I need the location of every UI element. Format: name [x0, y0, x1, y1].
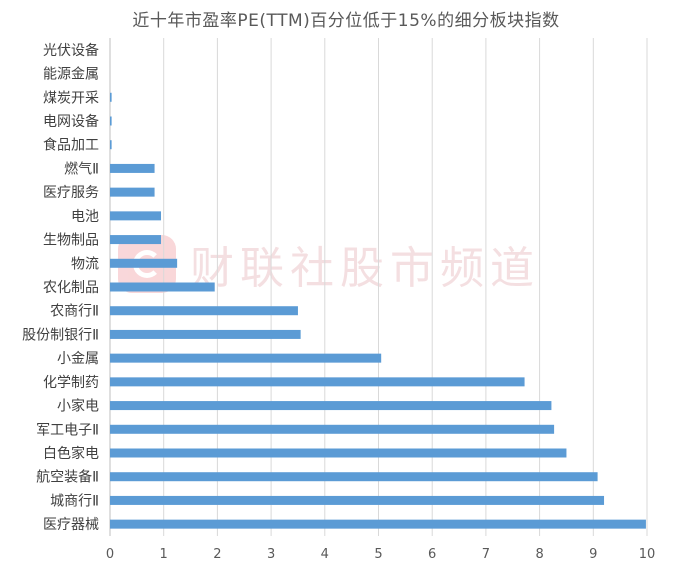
category-label: 白色家电 — [43, 445, 99, 462]
bar — [110, 211, 162, 221]
x-tick-label: 0 — [106, 547, 114, 562]
category-label: 小家电 — [57, 398, 99, 415]
bar — [110, 401, 552, 411]
x-tick-label: 5 — [374, 547, 382, 562]
category-label: 农商行Ⅱ — [50, 304, 99, 320]
bar — [110, 448, 567, 458]
bar — [110, 519, 646, 529]
category-label: 医疗器械 — [43, 517, 99, 533]
category-label: 煤炭开采 — [43, 90, 99, 106]
category-label: 电网设备 — [43, 113, 99, 130]
bar — [110, 377, 525, 387]
bar — [110, 306, 298, 316]
bar — [110, 140, 112, 150]
bar — [110, 92, 112, 102]
bar — [110, 235, 162, 245]
category-label: 农化制品 — [43, 280, 99, 296]
chart-title: 近十年市盈率PE(TTM)百分位低于15%的细分板块指数 — [132, 11, 560, 31]
bar — [110, 187, 155, 197]
category-label: 光伏设备 — [43, 42, 99, 59]
bar — [110, 472, 598, 482]
category-label: 食品加工 — [43, 137, 99, 154]
category-label: 小金属 — [57, 351, 99, 367]
category-label: 能源金属 — [43, 67, 99, 83]
x-tick-label: 8 — [535, 547, 543, 562]
x-tick-label: 4 — [321, 547, 329, 562]
category-label: 物流 — [71, 256, 99, 272]
watermark-text: 财联社股市频道 — [190, 243, 540, 294]
bar — [110, 424, 555, 434]
x-tick-label: 7 — [482, 547, 490, 562]
x-tick-label: 10 — [639, 547, 656, 562]
bar — [110, 495, 605, 505]
bar — [110, 116, 112, 126]
category-label: 军工电子Ⅱ — [36, 422, 99, 438]
x-tick-label: 3 — [267, 547, 275, 562]
category-label: 化学制药 — [43, 375, 99, 391]
bar — [110, 353, 382, 363]
bar — [110, 329, 301, 339]
bar — [110, 282, 215, 292]
category-label: 城商行Ⅱ — [50, 493, 99, 509]
category-label: 股份制银行Ⅱ — [22, 327, 99, 343]
x-tick-label: 9 — [589, 547, 597, 562]
category-label: 航空装备Ⅱ — [36, 469, 99, 486]
category-label: 燃气Ⅱ — [64, 160, 99, 177]
x-tick-label: 6 — [428, 547, 436, 562]
category-label: 医疗服务 — [43, 185, 99, 201]
x-tick-label: 1 — [160, 547, 168, 562]
bar — [110, 163, 155, 173]
category-label: 生物制品 — [43, 233, 99, 249]
x-tick-label: 2 — [213, 547, 221, 562]
category-label: 电池 — [71, 209, 99, 225]
bar — [110, 258, 178, 268]
